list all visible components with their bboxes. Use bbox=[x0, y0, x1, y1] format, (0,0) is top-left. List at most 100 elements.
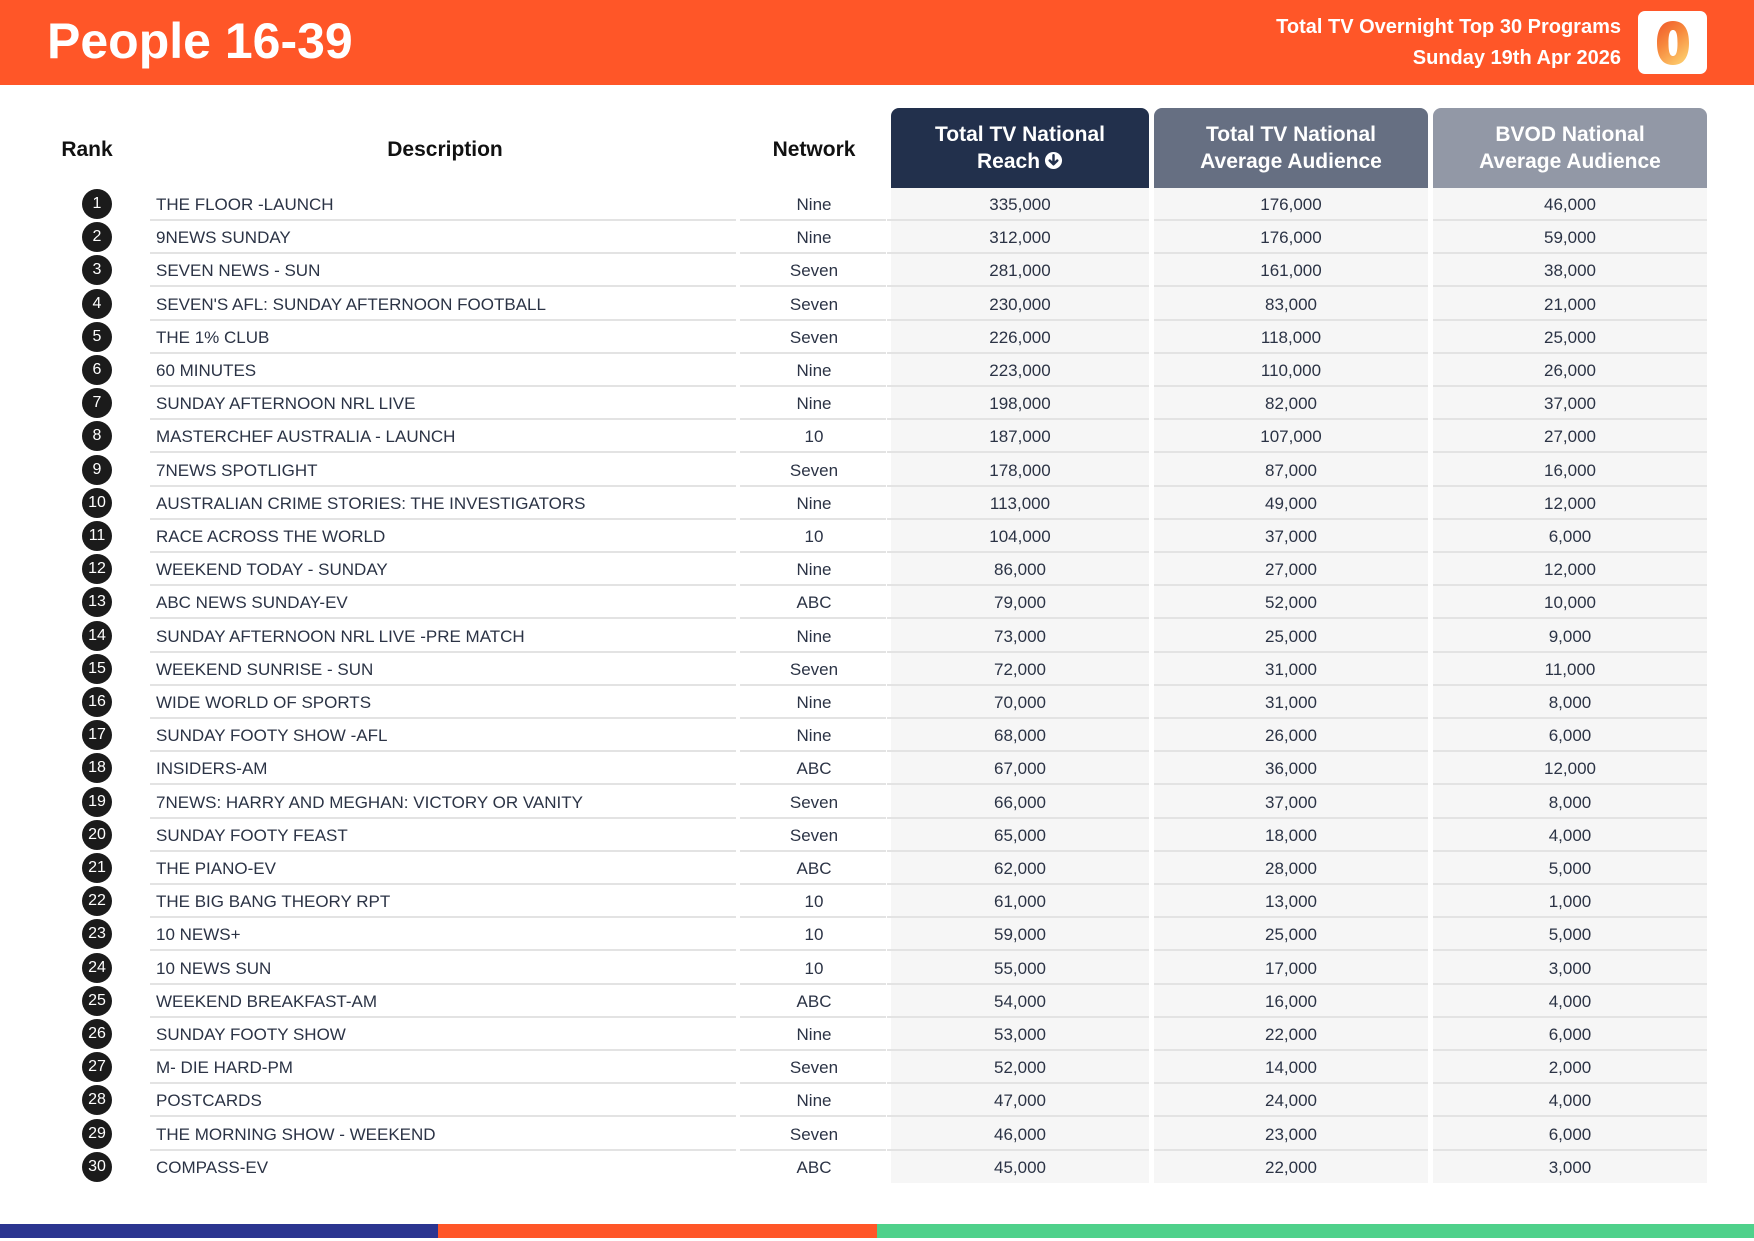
rank-badge: 30 bbox=[82, 1151, 112, 1182]
table-row: 25 WEEKEND BREAKFAST-AM ABC 54,000 16,000 4,0… bbox=[0, 985, 1754, 1018]
row-divider bbox=[150, 982, 736, 985]
row-divider bbox=[150, 783, 736, 786]
sort-descending-icon[interactable] bbox=[1044, 150, 1063, 170]
program-description: SUNDAY AFTERNOON NRL LIVE -PRE MATCH bbox=[156, 626, 525, 646]
row-divider bbox=[150, 1148, 736, 1151]
row-divider bbox=[740, 982, 886, 985]
table-row: 7 SUNDAY AFTERNOON NRL LIVE Nine 198,000 82,… bbox=[0, 387, 1754, 421]
row-divider bbox=[1433, 351, 1707, 354]
row-divider bbox=[150, 750, 736, 753]
program-description: THE 1% CLUB bbox=[156, 327, 270, 347]
row-divider bbox=[1433, 683, 1707, 686]
program-network: Nine bbox=[796, 1091, 832, 1111]
row-divider bbox=[887, 351, 1149, 354]
bvod-average-audience-value: 12,000 bbox=[1544, 560, 1596, 580]
row-divider bbox=[740, 451, 886, 454]
rank-badge: 14 bbox=[82, 620, 112, 651]
program-description: 7NEWS SPOTLIGHT bbox=[156, 460, 318, 480]
row-divider bbox=[1154, 1082, 1428, 1085]
program-description: 60 MINUTES bbox=[156, 361, 257, 380]
row-divider bbox=[887, 385, 1149, 387]
row-divider bbox=[1433, 584, 1707, 587]
bvod-average-audience-value: 5,000 bbox=[1548, 859, 1592, 878]
row-divider bbox=[150, 517, 736, 520]
oztam-zero-logo-icon bbox=[1638, 11, 1707, 74]
row-divider bbox=[740, 517, 886, 520]
row-divider bbox=[1433, 1115, 1707, 1118]
program-network: 10 bbox=[804, 892, 824, 912]
row-divider bbox=[1433, 717, 1707, 719]
bvod-average-audience-value: 12,000 bbox=[1544, 493, 1596, 513]
column-header-reach[interactable]: Total TV National Reach bbox=[891, 108, 1149, 188]
row-divider bbox=[1433, 949, 1707, 952]
table-row: 13 ABC NEWS SUNDAY-EV ABC 79,000 52,000 10,00… bbox=[0, 586, 1754, 620]
avg-header-line1: Total TV National bbox=[1206, 123, 1376, 146]
row-divider bbox=[740, 783, 886, 786]
rank-badge: 2 bbox=[82, 222, 112, 253]
bvod-average-audience-value: 4,000 bbox=[1548, 991, 1592, 1011]
row-divider bbox=[887, 1082, 1149, 1085]
row-divider bbox=[1154, 551, 1428, 553]
row-divider bbox=[150, 484, 736, 487]
program-network: Nine bbox=[796, 1025, 832, 1044]
rank-badge: 22 bbox=[82, 886, 112, 917]
row-divider bbox=[740, 1015, 886, 1018]
rank-badge: 24 bbox=[82, 952, 112, 983]
program-description: WEEKEND BREAKFAST-AM bbox=[156, 991, 378, 1011]
row-divider bbox=[1154, 1148, 1428, 1151]
row-divider bbox=[740, 949, 886, 952]
footer-stripe-orange bbox=[438, 1224, 877, 1238]
program-description: SUNDAY AFTERNOON NRL LIVE bbox=[156, 394, 416, 414]
program-description: THE BIG BANG THEORY RPT bbox=[156, 892, 391, 912]
program-description: WEEKEND SUNRISE - SUN bbox=[156, 659, 374, 679]
average-audience-value: 13,000 bbox=[1265, 892, 1317, 912]
average-audience-value: 24,000 bbox=[1265, 1091, 1317, 1111]
row-divider bbox=[150, 451, 736, 454]
rank-badge: 17 bbox=[82, 720, 112, 751]
report-name: Total TV Overnight Top 30 Programs bbox=[1276, 16, 1621, 38]
column-header-rank: Rank bbox=[61, 138, 113, 161]
rank-badge: 26 bbox=[82, 1019, 112, 1049]
row-divider bbox=[740, 1082, 886, 1085]
average-audience-value: 52,000 bbox=[1265, 593, 1317, 613]
reach-value: 45,000 bbox=[994, 1157, 1046, 1177]
row-divider bbox=[1433, 783, 1707, 786]
row-divider bbox=[150, 683, 736, 686]
row-divider bbox=[1433, 750, 1707, 753]
average-audience-value: 31,000 bbox=[1265, 659, 1317, 679]
program-network: ABC bbox=[796, 991, 832, 1011]
bvod-header-line2: Average Audience bbox=[1479, 150, 1661, 173]
program-network: Seven bbox=[789, 261, 839, 281]
average-audience-value: 82,000 bbox=[1265, 394, 1317, 414]
table-row: 15 WEEKEND SUNRISE - SUN Seven 72,000 31,000… bbox=[0, 653, 1754, 686]
row-divider bbox=[887, 318, 1149, 321]
reach-value: 54,000 bbox=[994, 991, 1046, 1011]
bvod-average-audience-value: 6,000 bbox=[1548, 726, 1592, 746]
bvod-average-audience-value: 10,000 bbox=[1544, 593, 1596, 613]
rank-badge: 1 bbox=[82, 189, 112, 219]
row-divider bbox=[1433, 650, 1707, 653]
reach-value: 59,000 bbox=[994, 925, 1046, 945]
row-divider bbox=[1154, 351, 1428, 354]
bvod-average-audience-value: 16,000 bbox=[1544, 460, 1596, 480]
column-header-average-audience: Total TV National Average Audience bbox=[1154, 108, 1428, 188]
reach-value: 281,000 bbox=[989, 261, 1051, 281]
row-divider bbox=[150, 418, 736, 421]
bvod-average-audience-value: 46,000 bbox=[1544, 195, 1596, 214]
rank-badge: 15 bbox=[82, 653, 112, 684]
table-row: 27 M- DIE HARD-PM Seven 52,000 14,000 2,000 bbox=[0, 1051, 1754, 1085]
reach-value: 67,000 bbox=[994, 759, 1046, 779]
row-divider bbox=[1433, 451, 1707, 454]
bvod-average-audience-value: 37,000 bbox=[1544, 394, 1596, 414]
bvod-average-audience-value: 11,000 bbox=[1544, 659, 1596, 679]
program-network: 10 bbox=[804, 427, 824, 447]
program-description: WEEKEND TODAY - SUNDAY bbox=[156, 560, 388, 580]
bvod-average-audience-value: 5,000 bbox=[1548, 925, 1592, 945]
table-row: 24 10 NEWS SUN 10 55,000 17,000 3,000 bbox=[0, 952, 1754, 985]
rank-badge: 16 bbox=[82, 687, 112, 717]
bvod-average-audience-value: 3,000 bbox=[1548, 958, 1592, 978]
program-network: Nine bbox=[796, 228, 832, 248]
program-network: 10 bbox=[804, 958, 824, 978]
program-description: SUNDAY FOOTY SHOW bbox=[156, 1025, 346, 1044]
average-audience-value: 36,000 bbox=[1265, 759, 1317, 779]
